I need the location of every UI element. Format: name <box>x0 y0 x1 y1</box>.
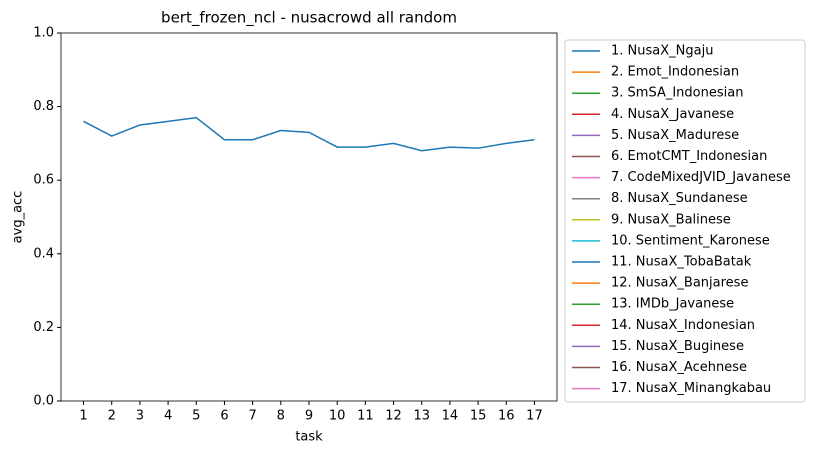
x-tick-label: 3 <box>136 409 144 424</box>
legend-label: 14. NusaX_Indonesian <box>611 318 755 333</box>
y-tick-label: 0.4 <box>33 246 54 261</box>
legend-label: 6. EmotCMT_Indonesian <box>611 149 767 164</box>
x-tick-label: 16 <box>498 409 515 424</box>
y-tick-label: 0.8 <box>33 99 54 114</box>
series-line <box>83 116 535 152</box>
legend-label: 10. Sentiment_Karonese <box>611 233 770 248</box>
x-tick-label: 8 <box>277 409 285 424</box>
legend-label: 13. IMDb_Javanese <box>611 297 734 312</box>
x-tick-label: 15 <box>470 409 487 424</box>
x-tick-label: 2 <box>108 409 116 424</box>
legend-label: 3. SmSA_Indonesian <box>611 86 743 101</box>
x-tick-label: 10 <box>329 409 346 424</box>
legend-label: 8. NusaX_Sundanese <box>611 191 748 206</box>
legend-label: 2. Emot_Indonesian <box>611 65 739 80</box>
plot-frame <box>60 32 558 402</box>
y-tick-label: 0.2 <box>33 320 54 335</box>
x-tick-label: 13 <box>413 409 430 424</box>
x-tick-label: 12 <box>385 409 402 424</box>
legend-label: 12. NusaX_Banjarese <box>611 276 748 291</box>
legend-label: 4. NusaX_Javanese <box>611 107 734 122</box>
legend-label: 15. NusaX_Buginese <box>611 339 744 354</box>
x-tick-label: 7 <box>248 409 256 424</box>
legend-label: 1. NusaX_Ngaju <box>611 44 713 59</box>
y-tick-label: 0.0 <box>33 394 54 409</box>
legend-label: 7. CodeMixedJVID_Javanese <box>611 170 791 185</box>
y-tick-label: 1.0 <box>33 26 54 41</box>
x-tick-label: 11 <box>357 409 374 424</box>
legend-label: 11. NusaX_TobaBatak <box>611 255 752 270</box>
x-tick-label: 6 <box>220 409 228 424</box>
y-axis-label: avg_acc <box>11 191 26 244</box>
x-tick-label: 4 <box>164 409 172 424</box>
x-tick-label: 1 <box>79 409 87 424</box>
legend-box <box>564 39 806 403</box>
x-tick-label: 17 <box>526 409 543 424</box>
x-tick-label: 9 <box>305 409 313 424</box>
legend-label: 17. NusaX_Minangkabau <box>611 381 771 396</box>
chart-title: bert_frozen_ncl - nusacrowd all random <box>161 9 457 28</box>
y-tick-label: 0.6 <box>33 173 54 188</box>
x-tick-label: 14 <box>442 409 459 424</box>
legend-label: 5. NusaX_Madurese <box>611 128 739 143</box>
legend-label: 9. NusaX_Balinese <box>611 212 731 227</box>
legend-label: 16. NusaX_Acehnese <box>611 360 747 375</box>
x-tick-label: 5 <box>192 409 200 424</box>
x-axis-label: task <box>295 430 323 445</box>
